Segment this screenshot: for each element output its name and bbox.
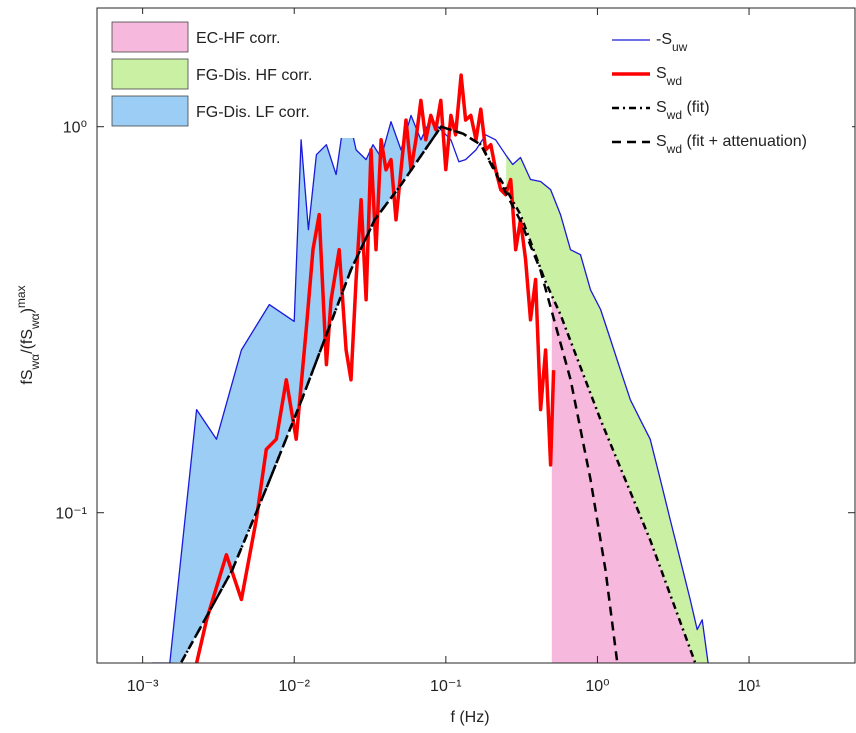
area-fill [506,155,709,663]
legend-label: FG-Dis. LF corr. [196,104,310,121]
y-axis-label: fSwα/(fSwα)max [14,285,42,384]
legend-swatch [111,21,189,53]
text-part: wd [666,74,682,88]
legend-swatch [111,58,189,90]
x-tick-label: 10⁻³ [127,678,159,695]
plot-frame [96,7,856,664]
text-part: /(fS [19,329,36,354]
text-part: fS [19,369,36,384]
text-part: wα [28,354,42,371]
x-tick-label: 10⁻¹ [430,678,462,695]
text-part: max [14,285,28,308]
text-part: S [656,133,667,150]
legend-label: EC-HF corr. [196,30,280,47]
legend-box [606,22,852,160]
text-part: (fit + attenuation) [682,133,807,150]
legend-swatch [111,95,189,127]
legend-label: -Suw [656,31,688,54]
x-tick-label: 10⁰ [585,678,609,695]
y-tick-label: 10⁰ [63,120,87,137]
legend-label: FG-Dis. HF corr. [196,67,312,84]
text-part: ) [19,308,36,313]
text-part: S [656,99,667,116]
text-part: wd [666,108,682,122]
series-line [194,73,556,663]
x-axis-label: f (Hz) [450,709,489,726]
text-part: uw [672,40,688,54]
y-tick-label: 10⁻¹ [55,506,87,523]
text-part: S [656,65,667,82]
series-line [180,125,619,663]
text-part: wα [28,313,42,330]
text-part: -S [656,31,672,48]
text-part: wd [666,142,682,156]
area-fill [151,104,446,663]
series-line [151,104,709,663]
x-tick-label: 10⁻² [278,678,310,695]
text-part: (fit) [682,99,710,116]
legend-label: Swd [656,65,682,88]
legend-label: Swd (fit + attenuation) [656,133,807,156]
legend-label: Swd (fit) [656,99,710,122]
x-tick-label: 10¹ [737,678,760,695]
